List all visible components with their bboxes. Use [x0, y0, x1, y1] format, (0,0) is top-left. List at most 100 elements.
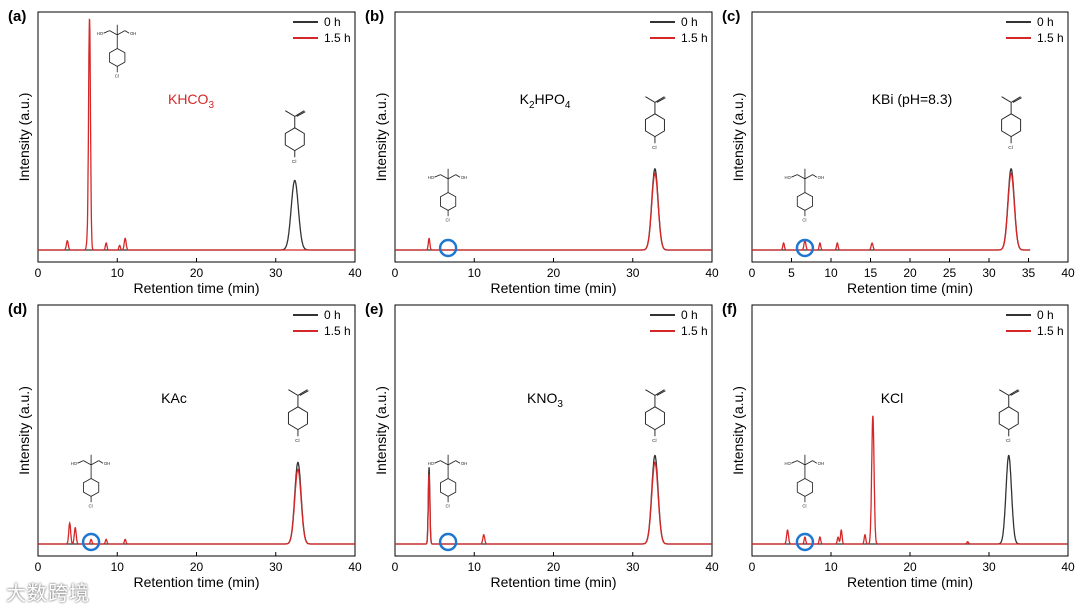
diol-structure: HO OH Cl: [785, 168, 824, 222]
label-part: 3: [208, 100, 214, 111]
x-tick-label: 20: [903, 266, 917, 280]
x-tick-label: 20: [190, 266, 204, 280]
series-line: [38, 468, 355, 545]
x-tick-label: 5: [788, 266, 795, 280]
ho-text: HO: [428, 175, 435, 180]
x-axis-label: Retention time (min): [490, 280, 616, 296]
chart-panel: 0 10 20 30 40 Retention time (min) Intensity (…: [365, 8, 719, 296]
x-tick-label: 10: [824, 560, 838, 574]
panel-letter: (a): [8, 8, 26, 25]
benzene-ring: [1001, 113, 1022, 138]
styrene-structure: Cl: [287, 389, 309, 444]
label-part: 2: [529, 100, 535, 111]
x-tick-label: 30: [982, 266, 996, 280]
diol-bonds: [791, 168, 818, 193]
x-tick-label: 30: [626, 560, 640, 574]
electrolyte-label: KAc: [161, 390, 187, 406]
x-tick-label: 20: [903, 560, 917, 574]
y-axis-label: Intensity (a.u.): [373, 386, 389, 475]
series-line: [752, 167, 1031, 251]
x-tick-label: 10: [824, 266, 838, 280]
highlight-circle: [438, 532, 458, 552]
series-line: [395, 461, 712, 545]
benzene-ring: [440, 478, 457, 497]
diol-structure: HO OH Cl: [785, 454, 824, 508]
cl-text: Cl: [89, 503, 93, 508]
vinyl-bonds: [285, 110, 306, 128]
y-axis-label: Intensity (a.u.): [16, 93, 32, 182]
plot-frame: [37, 11, 356, 263]
x-tick-label: 40: [1061, 560, 1075, 574]
highlight-circle: [81, 532, 101, 552]
label-part: 3: [557, 399, 563, 410]
electrolyte-label: KNO3: [527, 390, 563, 410]
series-line: [752, 415, 1068, 545]
label-part: .: [936, 91, 940, 107]
benzene-ring: [440, 192, 457, 211]
series-line: [395, 454, 712, 545]
styrene-structure: Cl: [644, 389, 666, 444]
oh-text: OH: [461, 461, 467, 466]
legend-label: 0 h: [1037, 15, 1054, 29]
x-tick-label: 20: [190, 560, 204, 574]
chart-panel: 0 10 20 30 40 Retention time (min) Intensity (…: [8, 8, 362, 296]
x-tick-label: 0: [35, 560, 42, 574]
x-tick-label: 30: [626, 266, 640, 280]
diol-structure: HO OH Cl: [97, 24, 136, 78]
legend-label: 0 h: [681, 308, 698, 322]
cl-text: Cl: [802, 217, 806, 222]
x-tick-label: 30: [269, 266, 283, 280]
y-axis-label: Intensity (a.u.): [730, 93, 746, 182]
chart-panel: 0 5 10 15 20 25 30 35 40 Retention time (min) Inte…: [722, 8, 1075, 296]
ho-text: HO: [97, 31, 104, 36]
benzene-ring: [287, 406, 308, 431]
legend-label: 1.5 h: [324, 324, 351, 338]
x-tick-label: 10: [111, 560, 125, 574]
plot-frame: [394, 304, 713, 557]
chart-panel: 0 10 20 30 40 Retention time (min) Intensity (…: [722, 301, 1075, 590]
x-tick-label: 20: [547, 266, 561, 280]
y-axis-label: Intensity (a.u.): [730, 386, 746, 475]
oh-text: OH: [104, 461, 110, 466]
ho-text: HO: [71, 461, 78, 466]
cl-text: Cl: [446, 217, 450, 222]
x-axis-label: Retention time (min): [490, 574, 616, 590]
styrene-structure: Cl: [644, 96, 666, 151]
label-part: 8: [928, 91, 936, 107]
x-tick-label: 0: [35, 266, 42, 280]
oh-text: OH: [818, 175, 824, 180]
diol-bonds: [434, 454, 461, 479]
chart-panel: 0 10 20 30 40 Retention time (min) Intensity (…: [365, 301, 719, 590]
legend-label: 1.5 h: [1037, 31, 1064, 45]
benzene-ring: [644, 406, 665, 431]
label-part: KBi (pH=: [872, 91, 928, 107]
legend-label: 0 h: [681, 15, 698, 29]
cl-text: Cl: [1006, 438, 1011, 444]
plot-frame: [751, 11, 1069, 263]
chart-panel: 0 10 20 30 40 Retention time (min) Intensity (…: [8, 301, 362, 590]
x-tick-label: 0: [392, 560, 399, 574]
x-tick-label: 40: [705, 266, 719, 280]
vinyl-bonds: [645, 389, 666, 407]
y-axis-label: Intensity (a.u.): [16, 386, 32, 475]
x-axis-label: Retention time (min): [847, 574, 973, 590]
legend-label: 1.5 h: [1037, 324, 1064, 338]
x-tick-label: 25: [943, 266, 957, 280]
label-part: 3: [940, 91, 948, 107]
panel-letter: (d): [8, 301, 27, 318]
label-part: K: [520, 91, 530, 107]
diol-bonds: [434, 168, 461, 193]
vinyl-bonds: [1001, 96, 1022, 114]
legend-label: 1.5 h: [681, 31, 708, 45]
x-tick-label: 35: [1022, 266, 1036, 280]
oh-text: OH: [461, 175, 467, 180]
label-part: 4: [565, 100, 571, 111]
series-line: [752, 172, 1031, 251]
x-tick-label: 0: [749, 560, 756, 574]
x-tick-label: 30: [982, 560, 996, 574]
diol-bonds: [77, 454, 104, 479]
x-axis-label: Retention time (min): [847, 280, 973, 296]
diol-bonds: [103, 24, 130, 49]
cl-text: Cl: [115, 73, 119, 78]
